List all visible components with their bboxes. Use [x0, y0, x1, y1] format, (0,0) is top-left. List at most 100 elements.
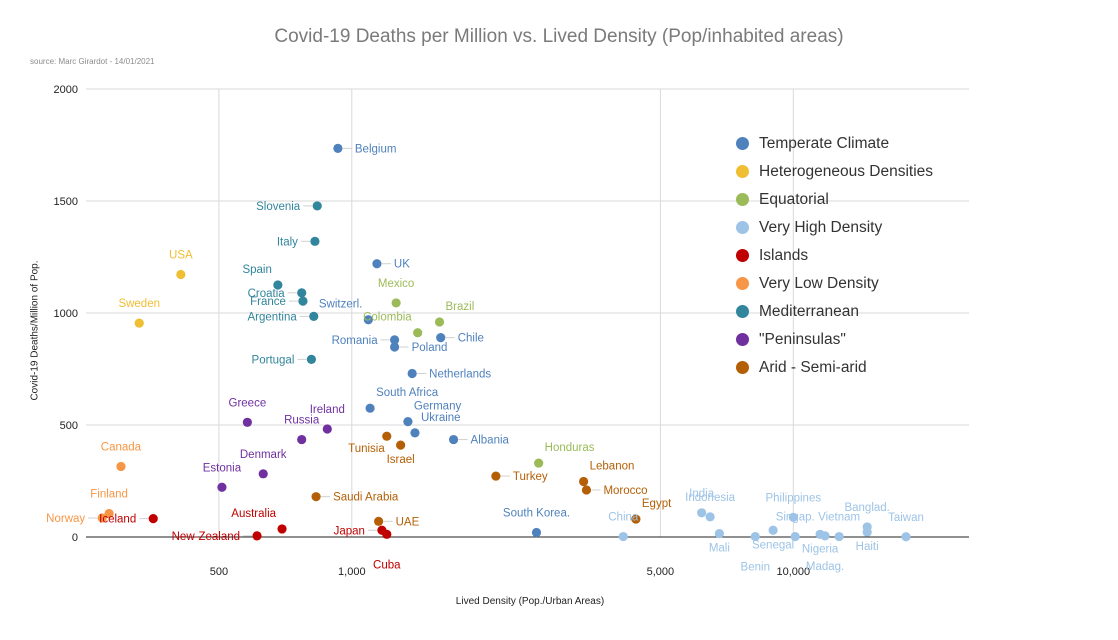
- x-tick-label: 10,000: [776, 566, 810, 578]
- label-mexico: Mexico: [378, 278, 414, 290]
- label-singap-: Singap.: [776, 512, 815, 524]
- x-axis-label: Lived Density (Pop./Urban Areas): [455, 596, 605, 607]
- point-switzerl-: [363, 315, 373, 325]
- point-finland: [104, 508, 114, 519]
- legend-label: Heterogeneous Densities: [759, 163, 934, 180]
- legend-label: Very High Density: [759, 219, 883, 236]
- label-israel: Israel: [387, 454, 415, 466]
- label-greece: Greece: [229, 397, 267, 409]
- label-lebanon: Lebanon: [590, 460, 635, 472]
- y-tick-label: 1000: [54, 308, 78, 320]
- label-south-korea-: South Korea.: [503, 508, 570, 520]
- chart-title: Covid-19 Deaths per Million vs. Lived De…: [274, 26, 844, 47]
- label-morocco: Morocco: [603, 485, 647, 497]
- point-norway: [97, 513, 107, 523]
- legend-marker: [736, 305, 749, 318]
- label-philippines: Philippines: [765, 492, 821, 504]
- legend-item: Equatorial: [736, 190, 936, 209]
- label-banglad-: Banglad.: [844, 502, 889, 514]
- label-egypt: Egypt: [642, 498, 672, 510]
- point-albania: [448, 434, 459, 445]
- point-russia: [297, 434, 307, 445]
- legend-item: Very Low Density: [736, 274, 936, 293]
- label-chile: Chile: [458, 333, 484, 345]
- legend-label: Mediterranean: [759, 303, 859, 320]
- point-uae: [374, 516, 384, 526]
- label-cuba: Cuba: [373, 559, 401, 571]
- y-tick-label: 1500: [54, 196, 78, 208]
- label-germany: Germany: [414, 401, 462, 413]
- point-south-korea-: [531, 527, 542, 538]
- label-croatia: Croatia: [248, 288, 286, 300]
- point-romania: [389, 335, 400, 345]
- point-senegal: [768, 525, 778, 535]
- legend-marker: [736, 221, 749, 234]
- point-singap-: [790, 531, 800, 542]
- label-indonesia: Indonesia: [685, 492, 735, 504]
- point-canada: [116, 461, 126, 472]
- label-poland: Poland: [412, 342, 448, 354]
- point-spain: [273, 280, 283, 290]
- label-ireland: Ireland: [310, 404, 345, 416]
- point-indonesia: [705, 512, 715, 522]
- point-benin: [750, 531, 760, 542]
- label-canada: Canada: [101, 441, 142, 453]
- legend-item: Heterogeneous Densities: [736, 162, 936, 181]
- legend: Temperate Climate Heterogeneous Densities…: [736, 134, 936, 386]
- label-japan: Japan: [334, 525, 365, 537]
- point-turkey: [491, 471, 501, 481]
- label-uk: UK: [394, 259, 410, 271]
- point-germany: [403, 417, 413, 427]
- label-benin: Benin: [741, 562, 770, 574]
- label-china: China: [608, 512, 639, 524]
- label-saudi-arabia: Saudi Arabia: [333, 492, 399, 504]
- point-brazil: [434, 317, 445, 327]
- label-haiti: Haiti: [856, 541, 879, 553]
- point-colombia: [413, 328, 423, 338]
- point-morocco: [581, 485, 592, 495]
- x-tick-label: 1,000: [338, 566, 366, 578]
- legend-item: Temperate Climate: [736, 134, 936, 153]
- point-taiwan: [901, 532, 911, 542]
- label-ukraine: Ukraine: [421, 412, 461, 424]
- legend-label: Temperate Climate: [759, 135, 890, 152]
- label-italy: Italy: [277, 236, 298, 248]
- x-tick-label: 500: [210, 566, 228, 578]
- point-philippines: [788, 512, 798, 522]
- label-estonia: Estonia: [203, 462, 242, 474]
- point-israel: [396, 440, 406, 450]
- legend-marker: [736, 165, 749, 178]
- legend-label: Arid - Semi-arid: [759, 359, 867, 376]
- label-switzerl-: Switzerl.: [319, 299, 362, 311]
- data-labels: Belgium UK Switzerl. Romania Poland Chile Neth…: [46, 143, 924, 573]
- legend-label: "Peninsulas": [759, 331, 846, 348]
- point-india: [697, 508, 707, 518]
- label-vietnam: Vietnam: [818, 512, 860, 524]
- point-iceland: [148, 514, 158, 524]
- legend-marker: [736, 137, 749, 150]
- label-mali: Mali: [709, 543, 730, 555]
- point-france: [298, 296, 308, 306]
- gridlines: [86, 88, 969, 537]
- label-sweden: Sweden: [118, 298, 160, 310]
- label-senegal: Senegal: [752, 539, 794, 551]
- x-tick-label: 5,000: [647, 566, 675, 578]
- point-sweden: [134, 318, 144, 328]
- label-argentina: Argentina: [248, 311, 298, 323]
- y-tick-label: 500: [60, 420, 78, 432]
- label-usa: USA: [169, 249, 193, 261]
- label-slovenia: Slovenia: [256, 201, 301, 213]
- point-portugal: [306, 354, 317, 364]
- label-nigeria: Nigeria: [802, 543, 839, 555]
- point-poland: [389, 342, 400, 352]
- label-uae: UAE: [396, 516, 420, 528]
- legend-label: Islands: [759, 247, 809, 264]
- label-portugal: Portugal: [252, 354, 295, 366]
- legend-marker: [736, 333, 749, 346]
- point-south-africa: [365, 403, 375, 413]
- label-russia: Russia: [284, 415, 320, 427]
- label-france: France: [250, 296, 286, 308]
- point-new-zealand: [252, 531, 262, 541]
- label-tunisia: Tunisia: [348, 443, 385, 455]
